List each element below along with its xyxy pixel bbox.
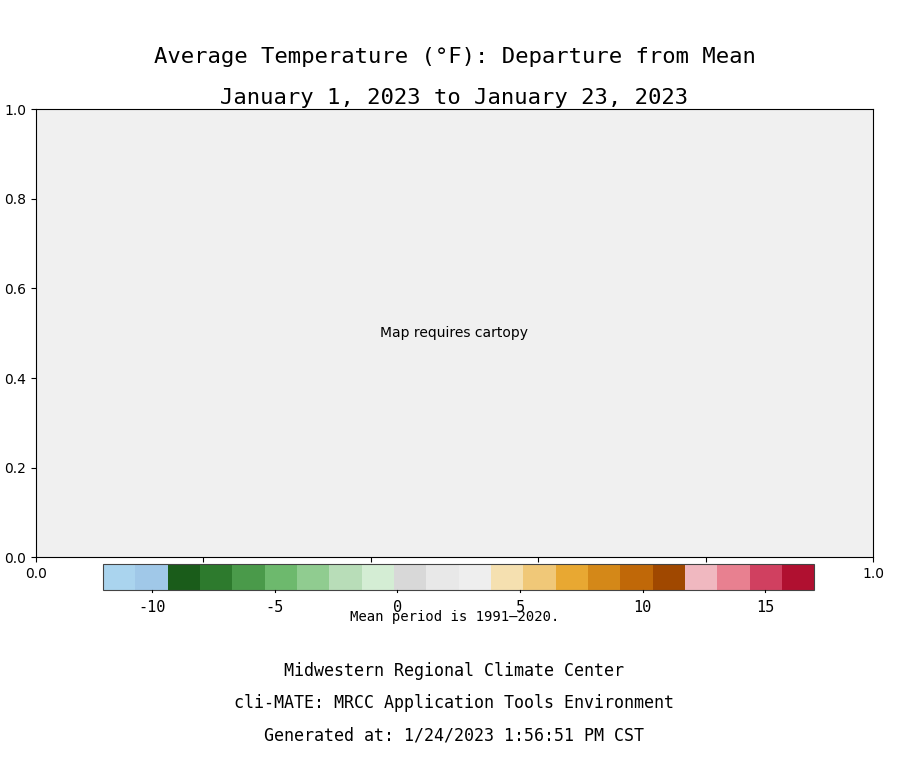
Text: 15: 15 — [756, 600, 775, 616]
Text: Generated at: 1/24/2023 1:56:51 PM CST: Generated at: 1/24/2023 1:56:51 PM CST — [265, 727, 644, 744]
Bar — [782, 564, 814, 590]
Bar — [427, 564, 459, 590]
Bar — [459, 564, 491, 590]
Text: 5: 5 — [516, 600, 525, 616]
Text: Map requires cartopy: Map requires cartopy — [381, 326, 528, 340]
Bar — [620, 564, 652, 590]
Bar — [167, 564, 200, 590]
Text: January 1, 2023 to January 23, 2023: January 1, 2023 to January 23, 2023 — [220, 88, 688, 108]
Text: Midwestern Regional Climate Center: Midwestern Regional Climate Center — [284, 662, 625, 679]
Text: cli-MATE: MRCC Application Tools Environment: cli-MATE: MRCC Application Tools Environ… — [235, 694, 674, 712]
Bar — [135, 564, 167, 590]
Text: -10: -10 — [139, 600, 166, 616]
Bar — [200, 564, 232, 590]
Bar — [103, 564, 135, 590]
Bar — [685, 564, 717, 590]
Text: -5: -5 — [266, 600, 284, 616]
Bar — [717, 564, 750, 590]
Bar — [329, 564, 362, 590]
Text: 0: 0 — [392, 600, 402, 616]
Bar — [265, 564, 297, 590]
Bar — [588, 564, 620, 590]
Bar — [232, 564, 265, 590]
Bar — [750, 564, 782, 590]
Text: 10: 10 — [634, 600, 652, 616]
Text: Average Temperature (°F): Departure from Mean: Average Temperature (°F): Departure from… — [154, 47, 755, 67]
Bar — [362, 564, 394, 590]
Text: Mean period is 1991–2020.: Mean period is 1991–2020. — [350, 610, 559, 623]
Bar — [394, 564, 427, 590]
Bar — [555, 564, 588, 590]
Bar — [297, 564, 329, 590]
Bar — [652, 564, 685, 590]
Bar — [491, 564, 524, 590]
Bar — [524, 564, 555, 590]
